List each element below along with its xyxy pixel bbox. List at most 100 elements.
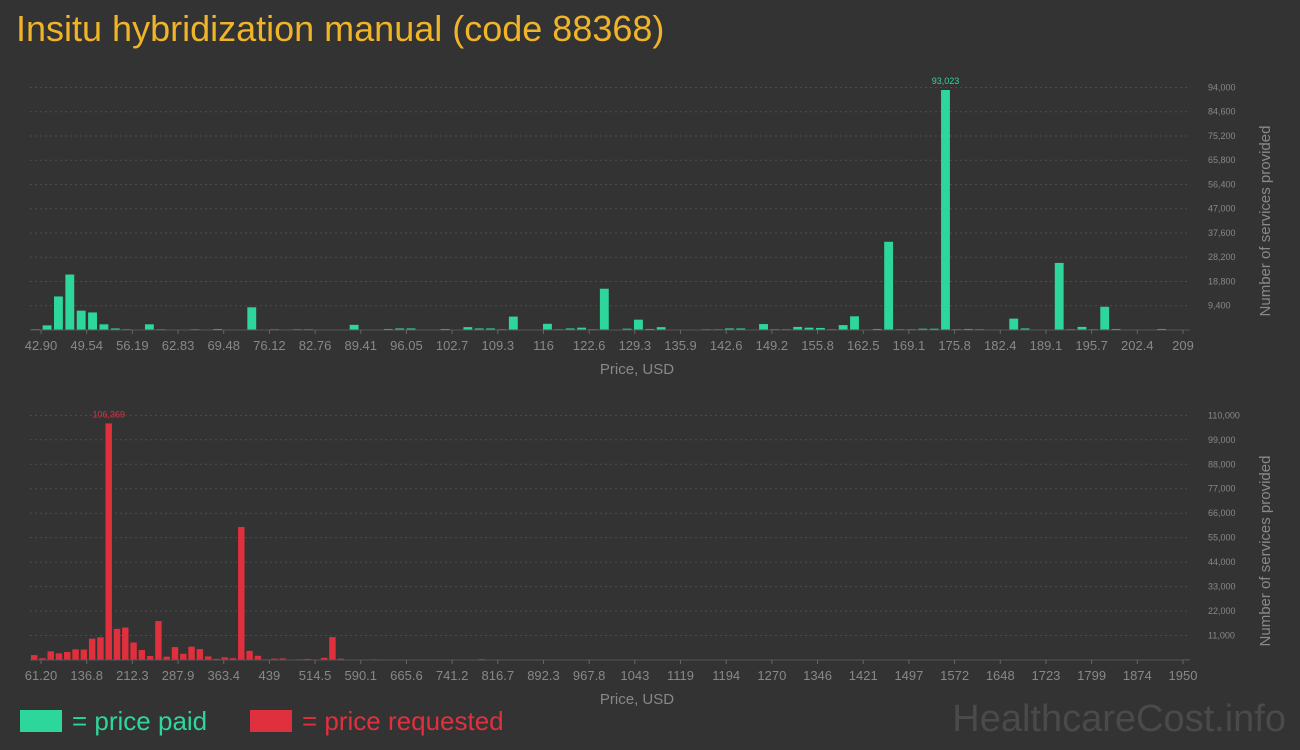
bar — [577, 327, 587, 330]
x-tick-label: 109.3 — [482, 338, 515, 353]
x-tick-label: 967.8 — [573, 668, 606, 683]
page-title: Insitu hybridization manual (code 88368) — [16, 8, 665, 49]
x-tick-label: 287.9 — [162, 668, 195, 683]
bar — [110, 328, 120, 330]
bar — [1111, 328, 1121, 330]
y-tick-label: 75,200 — [1208, 131, 1236, 141]
bar — [508, 316, 518, 330]
bar — [105, 423, 112, 660]
y-tick-label: 44,000 — [1208, 557, 1236, 567]
x-tick-label: 122.6 — [573, 338, 606, 353]
bar — [254, 655, 262, 660]
bar — [163, 656, 170, 660]
y-tick-label: 55,000 — [1208, 533, 1236, 543]
x-tick-label: 61.20 — [25, 668, 58, 683]
bar — [221, 657, 228, 660]
bar — [155, 621, 162, 660]
x-tick-label: 116 — [533, 338, 554, 353]
x-tick-label: 195.7 — [1075, 338, 1108, 353]
y-tick-label: 9,400 — [1208, 301, 1231, 311]
bar — [42, 325, 52, 330]
bar — [1020, 328, 1030, 330]
bar — [633, 319, 643, 330]
x-tick-label: 129.3 — [619, 338, 652, 353]
bar — [440, 328, 450, 330]
bar — [144, 324, 154, 330]
bar — [30, 655, 38, 660]
x-tick-label: 1270 — [757, 668, 786, 683]
bar — [884, 241, 894, 330]
x-tick-label: 1194 — [712, 668, 740, 683]
y-axis-label: Number of services provided — [1257, 126, 1274, 317]
y-tick-label: 11,000 — [1208, 631, 1235, 641]
x-tick-label: 89.41 — [344, 338, 377, 353]
bar — [247, 307, 257, 330]
bar — [815, 327, 825, 330]
x-tick-label: 62.83 — [162, 338, 195, 353]
bar — [99, 324, 109, 330]
x-tick-label: 69.48 — [207, 338, 240, 353]
bar — [122, 627, 129, 660]
x-tick-label: 741.2 — [436, 668, 469, 683]
bar — [406, 328, 416, 330]
bar — [130, 642, 137, 660]
bar — [337, 658, 344, 660]
bar — [383, 328, 393, 330]
bar — [88, 638, 96, 660]
bar — [1077, 326, 1087, 330]
bar — [872, 328, 882, 330]
price-requested-chart: 11,000 22,000 33,000 44,000 55,000 66,000 77,0… — [25, 409, 1274, 708]
bar — [1054, 262, 1064, 330]
bar — [963, 328, 973, 330]
bar — [138, 649, 146, 660]
y-tick-label: 99,000 — [1208, 435, 1236, 445]
bar — [55, 653, 63, 660]
x-tick-label: 162.5 — [847, 338, 880, 353]
x-tick-label: 175.8 — [938, 338, 971, 353]
bar — [645, 328, 655, 330]
x-tick-label: 1119 — [667, 668, 694, 683]
bar — [918, 328, 928, 330]
bar — [180, 653, 187, 660]
y-tick-label: 77,000 — [1208, 484, 1236, 494]
x-tick-label: 1799 — [1077, 668, 1106, 683]
bar — [1009, 318, 1019, 330]
bar — [229, 658, 237, 660]
x-tick-label: 136.8 — [70, 668, 103, 683]
x-tick-label: 169.1 — [893, 338, 926, 353]
bar — [39, 658, 46, 660]
peak-data-label: 106,369 — [92, 409, 125, 419]
x-tick-label: 1043 — [620, 668, 649, 683]
bar — [146, 655, 154, 660]
x-tick-label: 514.5 — [299, 668, 332, 683]
legend-swatch-requested — [250, 710, 292, 732]
bar — [97, 637, 104, 660]
x-tick-label: 1421 — [849, 668, 878, 683]
x-axis-label: Price, USD — [600, 691, 674, 708]
y-tick-label: 18,800 — [1208, 276, 1236, 286]
bar — [213, 328, 223, 330]
bar — [113, 628, 121, 660]
bar — [65, 274, 75, 330]
bar — [271, 658, 278, 660]
y-tick-label: 110,000 — [1208, 410, 1240, 420]
x-tick-label: 142.6 — [710, 338, 743, 353]
bar — [246, 650, 253, 660]
y-tick-label: 94,000 — [1208, 82, 1236, 92]
bar — [329, 637, 336, 660]
x-tick-label: 439 — [259, 668, 281, 683]
bar — [80, 649, 88, 660]
bar — [793, 326, 803, 330]
bar — [320, 657, 328, 660]
bar — [565, 328, 575, 330]
x-tick-label: 1497 — [894, 668, 923, 683]
x-tick-label: 1874 — [1123, 668, 1152, 683]
y-tick-label: 56,400 — [1208, 179, 1236, 189]
bar — [929, 328, 939, 330]
bar — [88, 312, 97, 330]
bar — [72, 649, 79, 660]
bar — [1100, 306, 1110, 330]
legend-price-requested: = price requested — [250, 705, 504, 737]
bar — [196, 649, 204, 660]
watermark: HealthcareCost.info — [952, 698, 1286, 740]
